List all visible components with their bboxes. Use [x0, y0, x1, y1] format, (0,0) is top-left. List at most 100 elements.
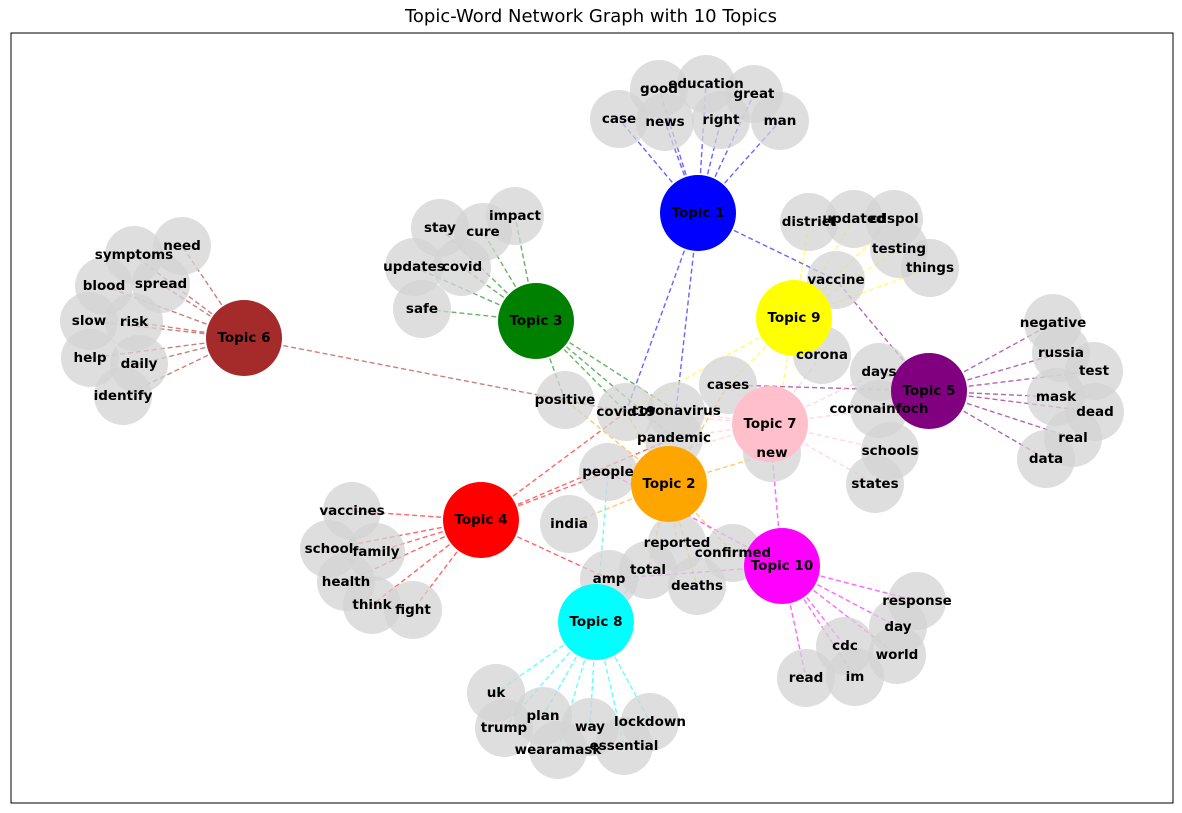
edge-t3-updates [413, 266, 537, 322]
topic-node-t5 [891, 353, 967, 429]
word-label-cdspol: cdspol [869, 211, 918, 227]
word-label-covid19: covid19 [596, 404, 655, 420]
word-label-fight: fight [395, 602, 431, 618]
word-label-test: test [1079, 363, 1110, 379]
topic-label-t6: Topic 6 [217, 330, 270, 346]
word-label-im: im [846, 669, 865, 685]
topic-label-t5: Topic 5 [902, 383, 955, 399]
edge-t10-day [781, 565, 899, 628]
word-label-updates: updates [383, 259, 445, 275]
word-label-wearamask: wearamask [515, 742, 603, 758]
word-label-confirmed: confirmed [695, 545, 771, 561]
word-node-district [780, 193, 838, 251]
word-label-deaths: deaths [671, 578, 723, 594]
word-label-new: new [756, 445, 787, 461]
topic-node-t4 [443, 482, 519, 558]
edge-t6-identify [122, 337, 245, 397]
word-label-right: right [702, 112, 740, 128]
word-label-symptoms: symptoms [95, 247, 173, 263]
topic-label-t10: Topic 10 [751, 558, 813, 574]
topic-node-t6 [206, 300, 282, 376]
edge-t1-great [697, 93, 755, 214]
word-label-cases: cases [707, 377, 749, 393]
word-label-total: total [630, 562, 666, 578]
word-node-covid19 [597, 383, 655, 441]
word-label-family: family [352, 544, 399, 560]
word-node-right [692, 91, 750, 149]
word-node-covid [433, 238, 491, 296]
topic-label-t9: Topic 9 [767, 310, 820, 326]
word-node-risk [105, 293, 163, 351]
edge-t2-positive [564, 399, 670, 485]
word-label-great: great [733, 86, 775, 102]
topic-label-t4: Topic 4 [454, 512, 507, 528]
word-label-stay: stay [424, 220, 456, 236]
word-label-data: data [1029, 451, 1063, 467]
word-label-reported: reported [644, 535, 711, 551]
word-label-cdc: cdc [832, 638, 858, 654]
word-label-good: good [640, 81, 678, 97]
word-label-school: school [305, 541, 354, 557]
word-label-amp: amp [593, 571, 626, 587]
word-label-updated: updated [822, 211, 885, 227]
word-label-district: district [782, 214, 837, 230]
word-label-slow: slow [72, 313, 106, 329]
word-label-schools: schools [862, 443, 919, 459]
word-label-mask: mask [1036, 389, 1077, 405]
word-label-day: day [884, 619, 911, 635]
word-node-data [1017, 430, 1075, 488]
word-label-trump: trump [481, 720, 528, 736]
word-node-news [636, 93, 694, 151]
word-node-man [751, 92, 809, 150]
word-label-real: real [1058, 430, 1088, 446]
word-label-response: response [882, 593, 952, 609]
word-node-read [777, 649, 835, 707]
topic-node-t9 [756, 280, 832, 356]
word-label-risk: risk [120, 314, 149, 330]
topic-node-t10 [744, 528, 820, 604]
word-label-uk: uk [487, 685, 507, 701]
topic-label-t8: Topic 8 [569, 614, 622, 630]
word-label-health: health [322, 574, 371, 590]
word-label-cure: cure [466, 224, 499, 240]
edge-t3-pandemic [535, 320, 675, 439]
word-label-coronainfoch: coronainfoch [830, 401, 929, 417]
word-label-think: think [352, 597, 392, 613]
topic-node-t2 [631, 446, 707, 522]
topic-node-t8 [558, 584, 634, 660]
word-node-safe [393, 280, 451, 338]
word-label-states: states [851, 476, 898, 492]
word-label-testing: testing [872, 241, 926, 257]
word-label-need: need [163, 238, 201, 254]
word-label-daily: daily [121, 356, 158, 372]
word-label-things: things [906, 260, 954, 276]
word-label-russia: russia [1038, 345, 1084, 361]
topic-label-t3: Topic 3 [509, 313, 562, 329]
word-node-fight [384, 581, 442, 639]
word-label-world: world [876, 647, 919, 663]
word-label-dead: dead [1076, 404, 1114, 420]
edge-t10-im [781, 565, 856, 678]
word-node-people [579, 443, 637, 501]
word-node-identify [94, 367, 152, 425]
topic-label-t7: Topic 7 [743, 416, 796, 432]
topic-node-t1 [660, 175, 736, 251]
word-node-essential [595, 717, 653, 775]
word-label-plan: plan [526, 708, 559, 724]
word-node-states [846, 455, 904, 513]
word-node-im [826, 648, 884, 706]
word-label-way: way [575, 719, 605, 735]
word-label-spread: spread [135, 276, 187, 292]
word-label-positive: positive [535, 392, 596, 408]
word-label-news: news [645, 114, 684, 130]
word-node-india [540, 495, 598, 553]
word-node-help [61, 329, 119, 387]
word-label-india: india [550, 516, 588, 532]
word-label-identify: identify [94, 388, 153, 404]
plot-frame [10, 32, 1174, 804]
word-label-people: people [582, 464, 634, 480]
word-node-trump [475, 699, 533, 757]
word-label-vaccine: vaccine [807, 272, 864, 288]
